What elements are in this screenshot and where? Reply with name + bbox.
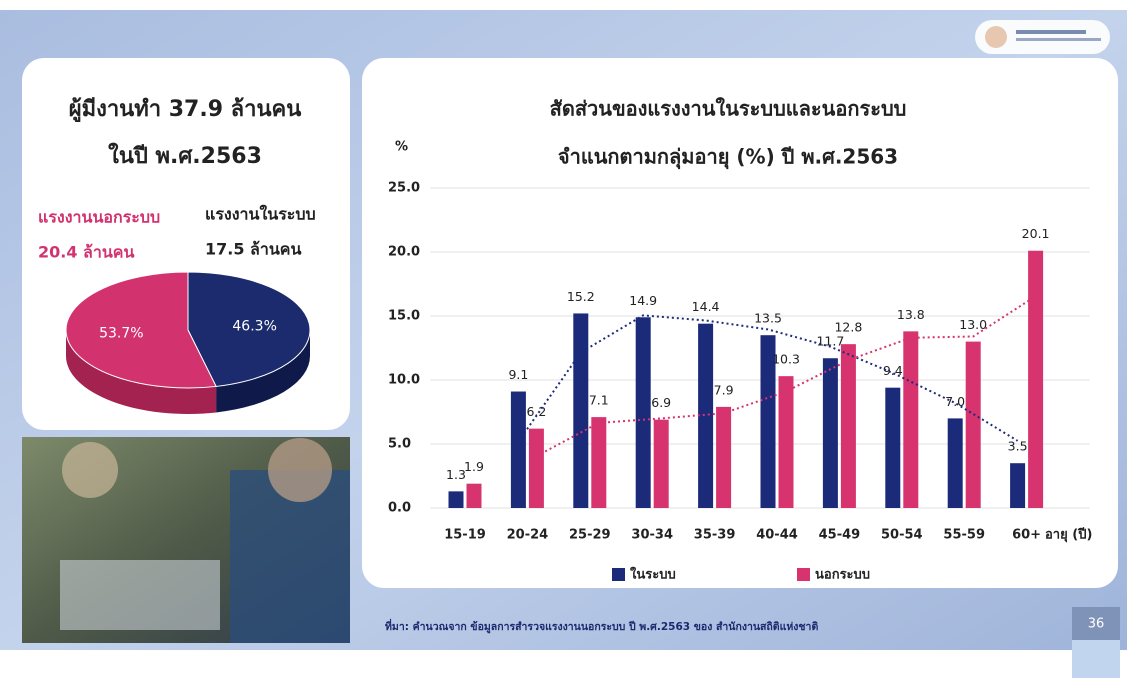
y-tick-label: 25.0 (388, 181, 420, 196)
data-label: 20.1 (1022, 226, 1050, 241)
x-tick-label: 20-24 (507, 528, 549, 543)
bar (528, 428, 544, 508)
x-tick-label: 45-49 (819, 528, 861, 543)
x-axis-label: อายุ (ปี) (1045, 527, 1092, 543)
data-label: 14.9 (629, 293, 657, 308)
data-label: 12.8 (834, 320, 862, 335)
pie-category-note: 20.4 ล้านคน (38, 243, 134, 262)
bar (698, 323, 714, 508)
y-tick-label: 0.0 (388, 501, 411, 516)
pie-side (66, 330, 217, 414)
x-tick-label: 25-29 (569, 528, 611, 543)
y-tick-label: 10.0 (388, 373, 420, 388)
bar (1028, 250, 1044, 508)
data-label: 10.3 (772, 352, 800, 367)
bar (466, 483, 482, 508)
data-label: 1.3 (446, 467, 466, 482)
legend-label: นอกระบบ (815, 568, 870, 583)
bar (885, 387, 901, 508)
y-tick-label: 5.0 (388, 437, 411, 452)
page-number-box (1072, 607, 1120, 640)
source-note: ที่มา: คำนวณจาก ข้อมูลการสำรวจแรงงานนอกร… (385, 618, 819, 634)
bar (903, 331, 919, 508)
page-number: 36 (1088, 617, 1105, 632)
panel-title: ในปี พ.ศ.2563 (108, 142, 262, 169)
data-label: 7.9 (714, 382, 734, 397)
x-tick-label: 15-19 (444, 528, 486, 543)
data-label: 6.9 (651, 395, 671, 410)
bar (947, 418, 963, 508)
panel-title: ผู้มีงานทำ 37.9 ล้านคน (69, 97, 302, 123)
pie-value-label: 53.7% (99, 326, 143, 342)
legend-swatch (797, 568, 810, 581)
data-label: 7.1 (589, 393, 609, 408)
trendline (535, 295, 1037, 458)
data-label: 13.0 (959, 317, 987, 332)
y-tick-label: 20.0 (388, 245, 420, 260)
pie-category-label: แรงงานนอกระบบ (38, 208, 160, 227)
data-label: 9.1 (508, 367, 528, 382)
right-card (362, 58, 1118, 588)
data-label: 1.9 (464, 459, 484, 474)
bar (840, 344, 856, 508)
pie-side (216, 330, 310, 413)
data-label: 13.8 (897, 307, 925, 322)
bar (760, 335, 776, 508)
pie-slice (65, 271, 217, 389)
data-label: 13.5 (754, 311, 782, 326)
bar (591, 417, 607, 508)
y-tick-label: 15.0 (388, 309, 420, 324)
y-axis-label: % (395, 140, 408, 155)
chart-title: จำแนกตามกลุ่มอายุ (%) ปี พ.ศ.2563 (558, 145, 898, 170)
pie-slice (187, 271, 311, 387)
bar (716, 406, 732, 508)
x-tick-label: 40-44 (756, 528, 798, 543)
logo (975, 20, 1110, 54)
data-label: 7.0 (945, 394, 965, 409)
bar (510, 391, 526, 508)
pie-category-label: แรงงานในระบบ (205, 205, 316, 224)
bar (653, 419, 669, 508)
data-label: 9.4 (883, 363, 903, 378)
bar (1010, 463, 1026, 508)
data-label: 15.2 (567, 289, 595, 304)
bar (778, 376, 794, 508)
pie-value-label: 46.3% (232, 318, 276, 334)
photo (22, 437, 350, 643)
page-accent (1072, 640, 1120, 678)
x-tick-label: 55-59 (943, 528, 985, 543)
bar (822, 358, 838, 508)
data-label: 11.7 (816, 334, 844, 349)
pie-category-note: 17.5 ล้านคน (205, 240, 301, 259)
legend-swatch (612, 568, 625, 581)
data-label: 3.5 (1008, 439, 1028, 454)
bar (448, 491, 464, 508)
bar (965, 341, 981, 508)
x-tick-label: 30-34 (631, 528, 673, 543)
trendline (517, 314, 1019, 443)
x-tick-label: 60+ (1012, 528, 1041, 543)
chart-title: สัดส่วนของแรงงานในระบบและนอกระบบ (550, 97, 907, 121)
bar (635, 317, 651, 508)
data-label: 14.4 (692, 299, 720, 314)
x-tick-label: 50-54 (881, 528, 923, 543)
bar (573, 313, 589, 508)
legend-label: ในระบบ (630, 566, 676, 583)
x-tick-label: 35-39 (694, 528, 736, 543)
